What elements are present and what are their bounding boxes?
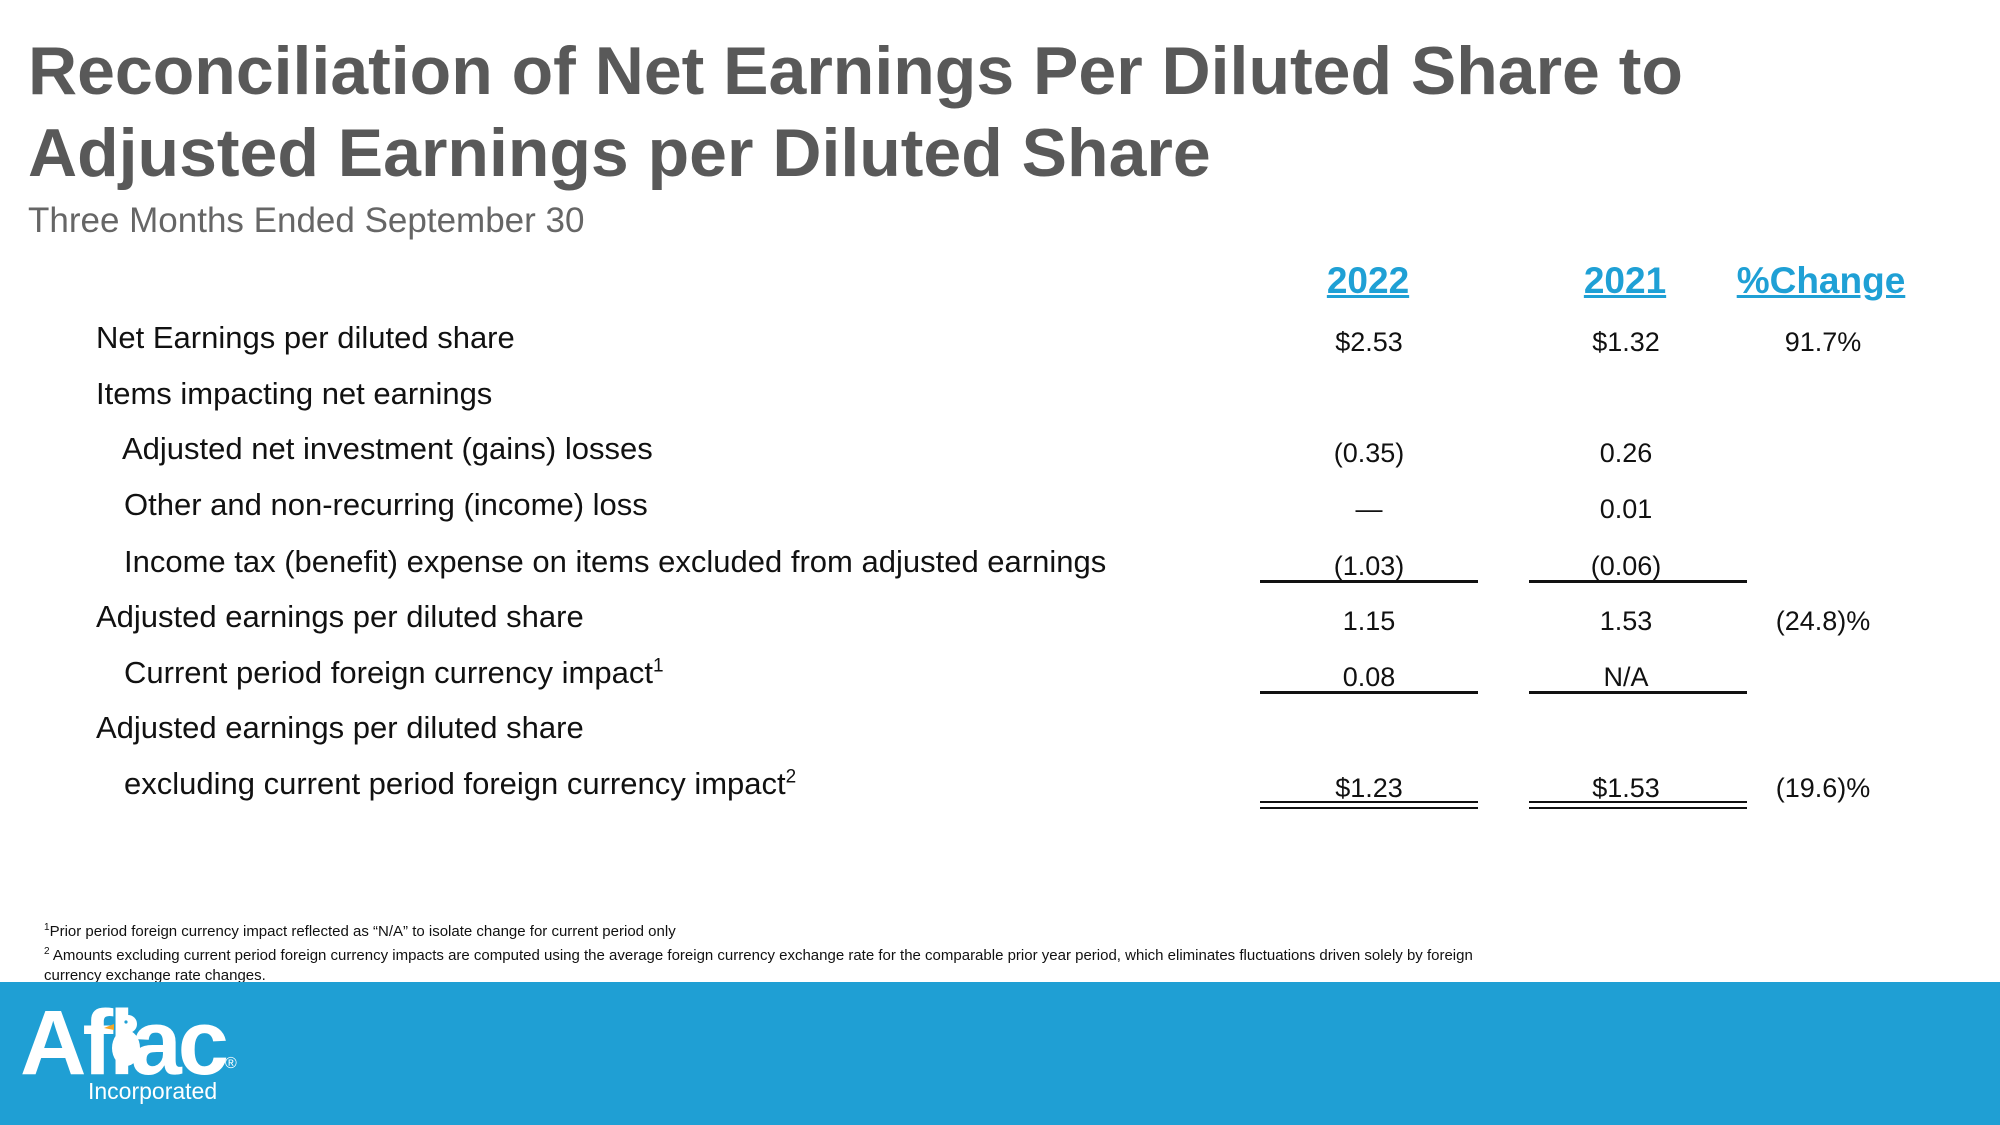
- subtotal-rule: [1260, 580, 1478, 583]
- column-header-change: %Change: [1736, 260, 1906, 301]
- value-change: (24.8)%: [1775, 606, 1871, 636]
- column-header-2022: 2022: [1326, 260, 1410, 301]
- value-2022: 1.15: [1342, 606, 1396, 636]
- footnotes: 1Prior period foreign currency impact re…: [44, 918, 1494, 986]
- table-row: Items impacting net earnings: [0, 374, 2000, 424]
- value-2021: 0.26: [1599, 438, 1653, 468]
- value-2021: $1.53: [1592, 773, 1660, 803]
- row-label: Items impacting net earnings: [96, 376, 493, 411]
- row-label: Adjusted earnings per diluted share: [96, 599, 584, 634]
- row-label: Current period foreign currency impact1: [124, 655, 664, 690]
- footer-bar: [0, 982, 2000, 1125]
- value-2022: $1.23: [1335, 773, 1403, 803]
- footnote-2: 2 Amounts excluding current period forei…: [44, 946, 1473, 984]
- value-2021: (0.06): [1590, 551, 1662, 581]
- value-2022: (0.35): [1333, 438, 1405, 468]
- value-2022: —: [1355, 494, 1383, 524]
- table-row: Adjusted earnings per diluted share: [0, 708, 2000, 758]
- table-row: Current period foreign currency impact1 …: [0, 653, 2000, 703]
- subtotal-rule: [1529, 580, 1747, 583]
- value-2022: 0.08: [1342, 662, 1396, 692]
- table-row: Income tax (benefit) expense on items ex…: [0, 542, 2000, 592]
- row-label: excluding current period foreign currenc…: [124, 766, 797, 801]
- value-change: (19.6)%: [1775, 773, 1871, 803]
- row-label: Net Earnings per diluted share: [96, 320, 515, 355]
- footnote-1: 1Prior period foreign currency impact re…: [44, 922, 676, 940]
- subtotal-rule: [1529, 691, 1747, 694]
- row-label: Other and non-recurring (income) loss: [124, 487, 648, 522]
- value-2022: $2.53: [1335, 327, 1403, 357]
- value-2021: 1.53: [1599, 606, 1653, 636]
- registered-mark: ®: [225, 1055, 237, 1072]
- row-label: Adjusted earnings per diluted share: [96, 710, 584, 745]
- value-2021: 0.01: [1599, 494, 1653, 524]
- duck-icon: [104, 1015, 140, 1066]
- row-label: Adjusted net investment (gains) losses: [122, 431, 653, 466]
- column-header-2021: 2021: [1583, 260, 1667, 301]
- row-label: Income tax (benefit) expense on items ex…: [124, 544, 1107, 579]
- value-2022: (1.03): [1333, 551, 1405, 581]
- page-title: Reconciliation of Net Earnings Per Dilut…: [28, 33, 1683, 191]
- total-double-rule: [1529, 801, 1747, 809]
- table-row: excluding current period foreign currenc…: [0, 764, 2000, 814]
- total-double-rule: [1260, 801, 1478, 809]
- value-2021: N/A: [1603, 662, 1649, 692]
- table-row: Other and non-recurring (income) loss — …: [0, 485, 2000, 535]
- value-2021: $1.32: [1592, 327, 1660, 357]
- company-subtext: Incorporated: [88, 1078, 218, 1104]
- table-row: Adjusted earnings per diluted share 1.15…: [0, 597, 2000, 647]
- table-row: Adjusted net investment (gains) losses (…: [0, 429, 2000, 479]
- page-subtitle: Three Months Ended September 30: [28, 201, 585, 240]
- footnote-ref: 1: [652, 655, 664, 677]
- table-row: Net Earnings per diluted share $2.53 $1.…: [0, 318, 2000, 368]
- value-change: 91.7%: [1784, 327, 1862, 357]
- footnote-ref: 2: [785, 766, 797, 788]
- subtotal-rule: [1260, 691, 1478, 694]
